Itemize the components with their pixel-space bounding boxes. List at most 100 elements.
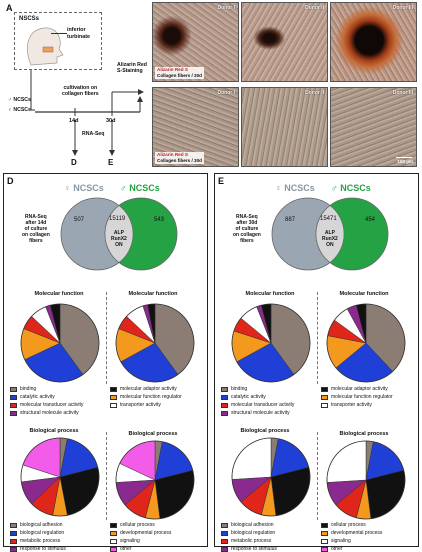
pie-outline — [231, 303, 311, 383]
e-venn — [271, 197, 389, 271]
legend-item: structural molecule activity — [10, 410, 79, 416]
b-caption-black: Collagen fibers / 30d — [157, 73, 202, 78]
legend-swatch — [110, 530, 117, 536]
legend-item: signaling — [110, 538, 140, 544]
b-donor-1-label: ♂ Donor I — [212, 5, 235, 11]
legend-label: signaling — [120, 538, 140, 544]
b-donor-1-text: Donor I — [217, 5, 236, 11]
legend-label: biological regulation — [20, 530, 65, 536]
alizarin-label: Alizarin Red S-Staining — [117, 62, 147, 74]
b-donor-2-image: ♂ Donor II — [241, 2, 328, 82]
c-caption-black: Collagen fibers / 30d — [157, 158, 202, 163]
legend-label: response to stimulus — [231, 546, 277, 552]
legend-item: binding — [221, 386, 247, 392]
e-female-title: ♀ NCSCs — [275, 183, 315, 193]
legend-item: metabolic process — [10, 538, 60, 544]
legend-label: binding — [20, 386, 37, 392]
e-mf-title-right: Molecular function — [339, 291, 389, 297]
legend-item: catalytic activity — [10, 394, 55, 400]
legend-swatch — [10, 410, 17, 416]
legend-item: signaling — [321, 538, 351, 544]
c-donor-3-text: Donor III — [392, 90, 413, 96]
legend-swatch — [10, 394, 17, 400]
e-venn-right: 454 — [365, 217, 376, 223]
legend-item: catalytic activity — [221, 394, 266, 400]
legend-swatch — [221, 394, 228, 400]
c-donor-1-label: ♀ Donor I — [212, 90, 235, 96]
legend-swatch — [110, 394, 117, 400]
arrow-e-label: E — [108, 158, 114, 167]
legend-label: metabolic process — [20, 538, 61, 544]
pie-outline — [115, 440, 195, 520]
legend-swatch — [221, 538, 228, 544]
legend-item: binding — [10, 386, 36, 392]
legend-label: molecular adaptor activity — [120, 386, 177, 392]
legend-label: developmental process — [120, 530, 172, 536]
legend-label: molecular adaptor activity — [331, 386, 388, 392]
legend-item: structural molecule activity — [221, 410, 290, 416]
e-side-text: RNA-Seq after 30d of culture on collagen… — [233, 214, 261, 244]
c-donor-2-text: Donor II — [305, 90, 324, 96]
b-donor-3-label: ♂ Donor III — [387, 5, 413, 11]
d-male-text: NCSCs — [129, 183, 160, 193]
legend-swatch — [321, 538, 328, 544]
inferior-turbinate-label: inferior turbinate — [67, 27, 91, 40]
c-donor-3-image: ♀ Donor III 100 µm — [330, 87, 417, 167]
legend-item: other — [110, 546, 131, 552]
legend-label: response to stimulus — [20, 546, 66, 552]
e-male-text: NCSCs — [340, 183, 371, 193]
pie-outline — [326, 440, 406, 520]
cultivation-label: cultivation on collagen fibers — [62, 85, 99, 97]
legend-label: other — [331, 546, 343, 552]
legend-label: molecular transducer activity — [231, 402, 295, 408]
rnaseq-label: RNA-Seq — [82, 131, 105, 137]
d-pie-mf-male — [115, 303, 195, 383]
timeline-diagram — [30, 70, 144, 156]
d-bp-title-right: Biological process — [128, 431, 178, 437]
c-caption-red: Alizarin Red S — [157, 152, 188, 157]
panel-label-e: E — [218, 176, 225, 186]
pie-outline — [20, 303, 100, 383]
c-donor-2-image: ♀ Donor II — [241, 87, 328, 167]
d-bp-title-left: Biological process — [29, 428, 79, 434]
legend-item: cellular process — [110, 522, 155, 528]
legend-swatch — [110, 402, 117, 408]
legend-item: developmental process — [321, 530, 382, 536]
male-nscs-label: ♂ NCSCs — [8, 97, 31, 103]
legend-swatch — [221, 530, 228, 536]
legend-label: binding — [231, 386, 248, 392]
legend-swatch — [10, 386, 17, 392]
panel-label-a: A — [6, 3, 13, 13]
scale-bar-label: 100 µm — [397, 159, 413, 164]
e-pie-bp-male — [326, 440, 406, 520]
legend-swatch — [110, 522, 117, 528]
legend-swatch — [10, 546, 17, 552]
d-bp-divider — [106, 432, 107, 520]
legend-label: catalytic activity — [231, 394, 266, 400]
b-donor-1-image: ♂ Donor I Alizarin Red S Collagen fibers … — [152, 2, 239, 82]
d-side-text: RNA-Seq after 14d of culture on collagen… — [22, 214, 50, 244]
legend-swatch — [321, 402, 328, 408]
arrow-d-label: D — [71, 158, 77, 167]
legend-label: transporter activity — [331, 402, 372, 408]
head-illustration — [26, 27, 64, 66]
e-mf-divider — [317, 292, 318, 384]
panel-d: D ♀ NCSCs ♂ NCSCs 507 15119 543 ALP RunX… — [3, 173, 208, 552]
d-venn-right: 543 — [154, 217, 165, 223]
nscs-box-label: NSCSs — [19, 16, 40, 22]
legend-item: response to stimulus — [221, 546, 277, 552]
legend-swatch — [321, 394, 328, 400]
legend-swatch — [321, 546, 328, 552]
legend-item: molecular function regulator — [321, 394, 393, 400]
legend-item: response to stimulus — [10, 546, 66, 552]
e-pie-mf-female — [231, 303, 311, 383]
legend-label: metabolic process — [231, 538, 272, 544]
legend-item: biological regulation — [221, 530, 275, 536]
e-venn-mid: 15471 — [320, 216, 337, 222]
b-donor-3-image: ♂ Donor III — [330, 2, 417, 82]
legend-swatch — [321, 386, 328, 392]
legend-swatch — [10, 538, 17, 544]
legend-item: molecular adaptor activity — [321, 386, 388, 392]
e-venn-left: 887 — [285, 217, 296, 223]
b-caption-red: Alizarin Red S — [157, 67, 188, 72]
